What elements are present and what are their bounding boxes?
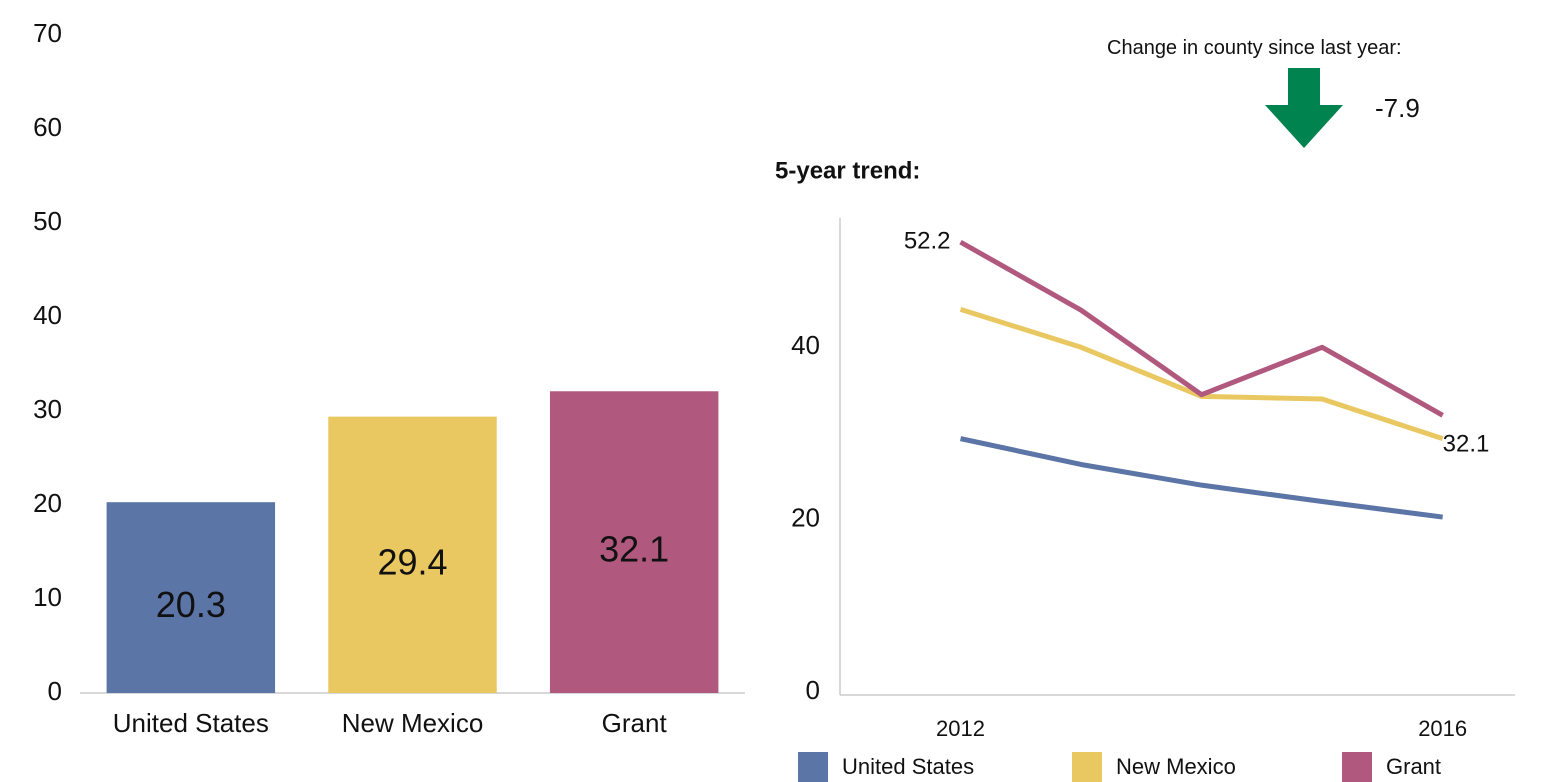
x-tick-label: United States xyxy=(113,708,269,738)
y-tick-label: 50 xyxy=(33,206,62,236)
legend-swatch xyxy=(798,752,828,782)
y-tick-label: 40 xyxy=(791,330,820,360)
legend-label: New Mexico xyxy=(1116,754,1236,779)
point-label: 32.1 xyxy=(1443,431,1490,458)
y-tick-label: 0 xyxy=(48,676,62,706)
line-series xyxy=(960,436,1443,520)
bar xyxy=(328,416,497,693)
legend-label: Grant xyxy=(1386,754,1441,779)
y-tick-label: 20 xyxy=(791,503,820,533)
y-tick-label: 20 xyxy=(33,488,62,518)
y-tick-label: 30 xyxy=(33,394,62,424)
x-tick-label: 2016 xyxy=(1418,716,1467,741)
y-tick-label: 60 xyxy=(33,112,62,142)
x-tick-label: New Mexico xyxy=(342,708,484,738)
change-value: -7.9 xyxy=(1375,93,1420,123)
legend-swatch xyxy=(1072,752,1102,782)
line-title: 5-year trend: xyxy=(775,157,920,184)
legend-swatch xyxy=(1342,752,1372,782)
bar xyxy=(549,391,719,693)
legend-label: United States xyxy=(842,754,974,779)
x-tick-label: 2012 xyxy=(936,716,985,741)
arrow-shaft xyxy=(1288,68,1320,106)
arrow-head xyxy=(1265,105,1343,148)
y-tick-label: 0 xyxy=(806,675,820,705)
x-tick-label: Grant xyxy=(602,708,668,738)
point-label: 52.2 xyxy=(904,227,951,254)
annotation-text: Change in county since last year: xyxy=(1107,37,1402,59)
bar-value-label: 29.4 xyxy=(377,541,447,582)
line-series xyxy=(959,239,1444,418)
y-tick-label: 40 xyxy=(33,300,62,330)
bar-value-label: 20.3 xyxy=(156,584,226,625)
y-tick-label: 70 xyxy=(33,18,62,48)
bar xyxy=(106,502,276,693)
bar-value-label: 32.1 xyxy=(599,529,669,570)
y-tick-label: 10 xyxy=(33,582,62,612)
